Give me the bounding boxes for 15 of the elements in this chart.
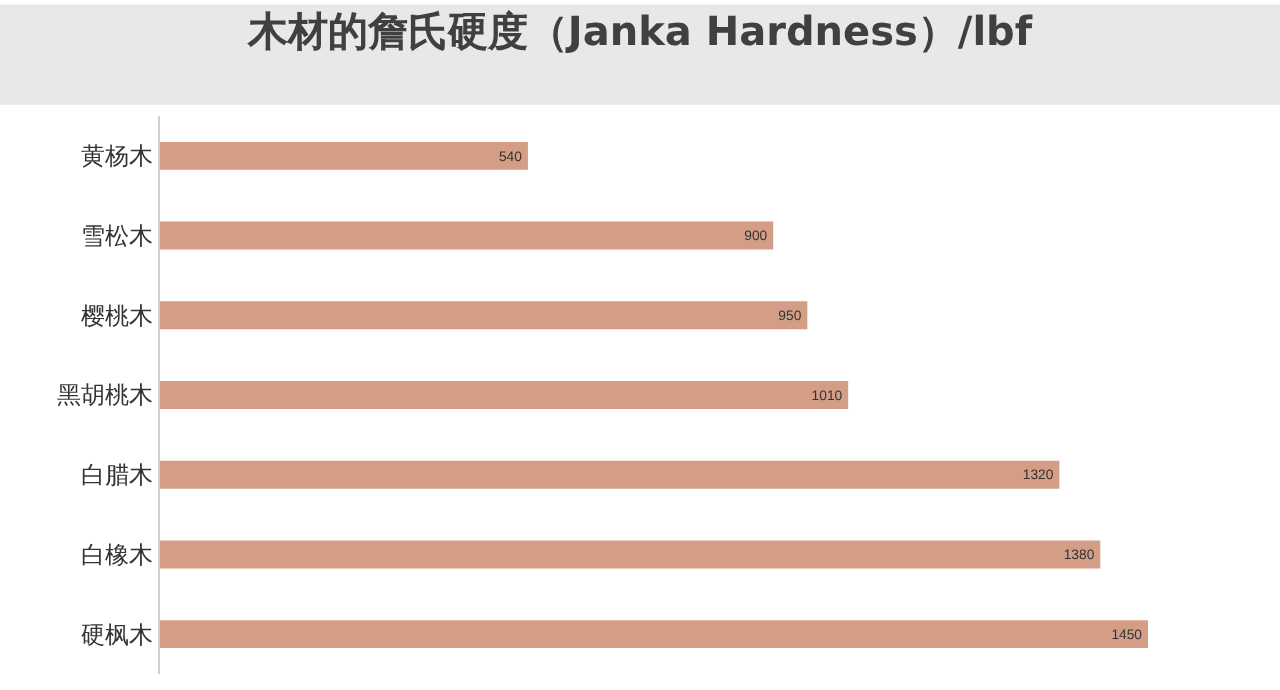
- bar: [160, 301, 808, 330]
- y-tick-label: 硬枫木: [81, 620, 154, 649]
- y-tick-label: 白橡木: [81, 540, 154, 569]
- y-tick-label: 雪松木: [81, 221, 154, 250]
- y-tick-label: 黑胡桃木: [57, 381, 154, 410]
- bar: [160, 620, 1148, 649]
- bar: [160, 460, 1060, 489]
- chart-title: 木材的詹氏硬度（Janka Hardness）/lbf: [245, 7, 1033, 56]
- bar: [160, 141, 528, 170]
- bar: [160, 221, 774, 250]
- bar: [160, 540, 1101, 569]
- y-tick-label: 樱桃木: [81, 301, 154, 330]
- y-tick-label: 黄杨木: [81, 142, 154, 171]
- bar: [160, 381, 849, 409]
- y-tick-label: 白腊木: [81, 461, 154, 490]
